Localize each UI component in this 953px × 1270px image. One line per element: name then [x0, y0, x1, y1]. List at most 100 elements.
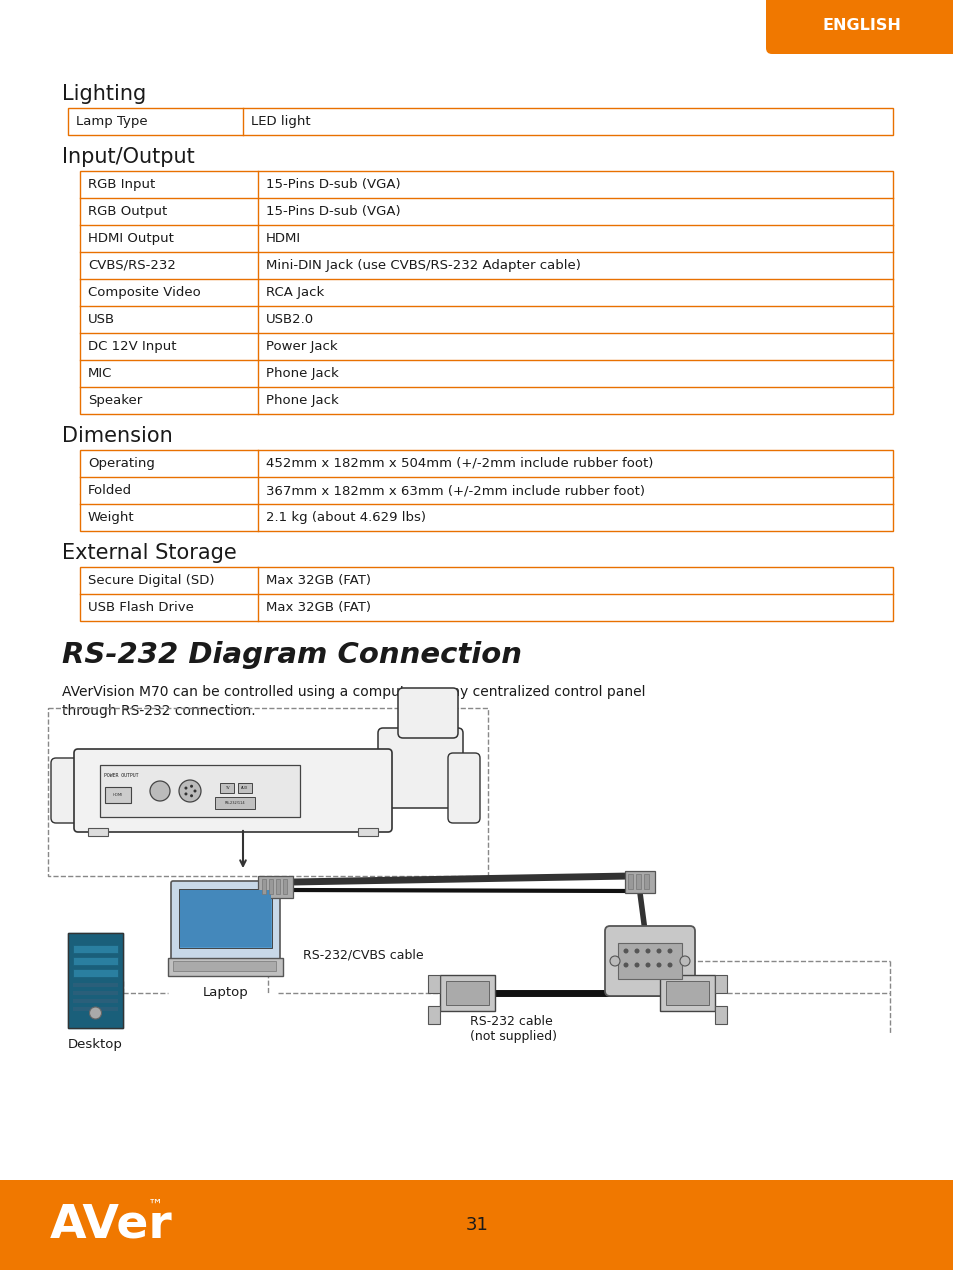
Text: Power Jack: Power Jack — [266, 340, 337, 353]
Bar — [179, 889, 272, 947]
Bar — [446, 980, 489, 1005]
Circle shape — [184, 792, 187, 795]
Text: ™: ™ — [148, 1198, 163, 1213]
FancyBboxPatch shape — [397, 688, 457, 738]
Text: 452mm x 182mm x 504mm (+/-2mm include rubber foot): 452mm x 182mm x 504mm (+/-2mm include ru… — [266, 457, 653, 470]
Circle shape — [623, 949, 628, 954]
Bar — [220, 784, 233, 792]
Text: Speaker: Speaker — [88, 394, 142, 406]
Circle shape — [634, 963, 639, 968]
Text: CVBS/RS-232: CVBS/RS-232 — [88, 259, 175, 272]
Text: RS-232 Diagram Connection: RS-232 Diagram Connection — [62, 641, 521, 669]
Bar — [643, 874, 648, 889]
Text: USB: USB — [88, 312, 115, 326]
FancyBboxPatch shape — [604, 926, 695, 996]
Text: HDMI: HDMI — [266, 232, 301, 245]
Circle shape — [193, 790, 196, 792]
Circle shape — [656, 963, 660, 968]
Bar — [73, 999, 118, 1003]
Text: 367mm x 182mm x 63mm (+/-2mm include rubber foot): 367mm x 182mm x 63mm (+/-2mm include rub… — [266, 484, 644, 497]
Circle shape — [656, 949, 660, 954]
Bar — [88, 828, 108, 836]
Bar — [262, 879, 266, 894]
Bar — [269, 879, 273, 894]
Bar — [357, 828, 377, 836]
Bar — [68, 933, 123, 1027]
Bar — [73, 983, 118, 987]
Text: USB Flash Drive: USB Flash Drive — [88, 601, 193, 613]
Text: TV: TV — [225, 786, 229, 790]
Text: HDMI: HDMI — [112, 792, 123, 798]
Bar — [618, 944, 681, 979]
Circle shape — [634, 949, 639, 954]
Bar — [73, 969, 118, 977]
Text: 2.1 kg (about 4.629 lbs): 2.1 kg (about 4.629 lbs) — [266, 511, 426, 525]
Bar — [275, 879, 280, 894]
Text: Lamp Type: Lamp Type — [76, 116, 148, 128]
Bar — [68, 933, 123, 1027]
Bar — [665, 980, 708, 1005]
Text: Secure Digital (SD): Secure Digital (SD) — [88, 574, 214, 587]
Circle shape — [667, 963, 672, 968]
Bar — [100, 765, 299, 817]
Bar — [48, 707, 488, 876]
FancyBboxPatch shape — [448, 753, 479, 823]
Circle shape — [623, 963, 628, 968]
Text: RS-232 cable
(not supplied): RS-232 cable (not supplied) — [470, 1015, 557, 1043]
Bar — [168, 958, 283, 977]
FancyBboxPatch shape — [765, 0, 953, 55]
Circle shape — [645, 949, 650, 954]
Bar — [237, 784, 252, 792]
Text: Input/Output: Input/Output — [62, 147, 194, 166]
Circle shape — [645, 963, 650, 968]
Circle shape — [190, 794, 193, 798]
Bar — [172, 961, 275, 972]
Text: Phone Jack: Phone Jack — [266, 394, 338, 406]
FancyBboxPatch shape — [377, 728, 462, 808]
Text: RGB Output: RGB Output — [88, 204, 167, 218]
FancyBboxPatch shape — [74, 749, 392, 832]
Bar — [73, 945, 118, 952]
Bar — [627, 874, 633, 889]
Bar — [283, 879, 287, 894]
Text: RCA Jack: RCA Jack — [266, 286, 324, 298]
Text: RS-232/CVBS cable: RS-232/CVBS cable — [303, 949, 423, 961]
Text: DC 12V Input: DC 12V Input — [88, 340, 176, 353]
Bar — [180, 890, 271, 947]
Circle shape — [609, 956, 619, 966]
Text: USB2.0: USB2.0 — [266, 312, 314, 326]
Text: AVerVision M70 can be controlled using a computer or any centralized control pan: AVerVision M70 can be controlled using a… — [62, 685, 645, 719]
Text: HDMI Output: HDMI Output — [88, 232, 173, 245]
Bar — [80, 450, 892, 531]
Text: RGB Input: RGB Input — [88, 178, 155, 190]
Text: Lighting: Lighting — [62, 84, 146, 104]
Text: POWER OUTPUT: POWER OUTPUT — [104, 773, 138, 779]
Text: Max 32GB (FAT): Max 32GB (FAT) — [266, 574, 371, 587]
Text: 31: 31 — [465, 1215, 488, 1234]
Bar — [439, 975, 495, 1011]
Text: Phone Jack: Phone Jack — [266, 367, 338, 380]
Circle shape — [667, 949, 672, 954]
Text: ENGLISH: ENGLISH — [821, 19, 900, 33]
Bar — [0, 1180, 953, 1270]
Bar — [80, 566, 892, 621]
Text: MIC: MIC — [88, 367, 112, 380]
FancyBboxPatch shape — [171, 881, 280, 960]
Text: RS-232/114: RS-232/114 — [225, 801, 245, 805]
Text: Mini-DIN Jack (use CVBS/RS-232 Adapter cable): Mini-DIN Jack (use CVBS/RS-232 Adapter c… — [266, 259, 580, 272]
Circle shape — [150, 781, 170, 801]
Text: 15-Pins D-sub (VGA): 15-Pins D-sub (VGA) — [266, 204, 400, 218]
Text: Max 32GB (FAT): Max 32GB (FAT) — [266, 601, 371, 613]
Text: Operating: Operating — [88, 457, 154, 470]
Bar — [214, 798, 254, 809]
Bar — [428, 1006, 439, 1024]
Bar — [105, 787, 131, 803]
Text: External Storage: External Storage — [62, 544, 236, 563]
Text: Dimension: Dimension — [62, 425, 172, 446]
Bar — [714, 975, 726, 993]
Text: Folded: Folded — [88, 484, 132, 497]
Bar — [428, 975, 439, 993]
FancyBboxPatch shape — [51, 758, 86, 823]
Text: Weight: Weight — [88, 511, 134, 525]
Text: LED light: LED light — [251, 116, 311, 128]
